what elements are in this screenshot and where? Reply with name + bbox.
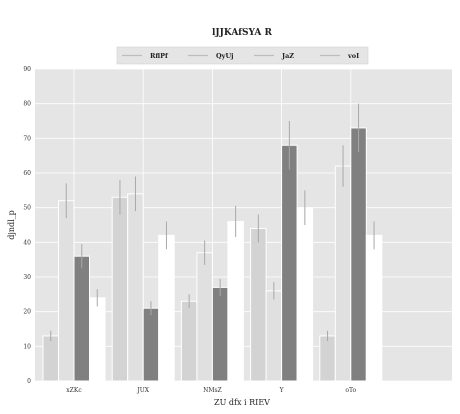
- bar: [227, 221, 244, 382]
- x-tick-label: Y: [279, 387, 285, 394]
- bar: [73, 255, 90, 382]
- legend-label: RflPf: [150, 52, 169, 60]
- y-tick-label: 40: [23, 239, 31, 246]
- bar: [158, 234, 175, 382]
- bar: [196, 252, 213, 382]
- bar: [281, 144, 298, 382]
- bar: [180, 300, 198, 382]
- bar: [319, 335, 336, 382]
- y-tick-label: 10: [23, 343, 31, 350]
- bar: [365, 234, 383, 382]
- x-tick-label: oTo: [345, 387, 356, 394]
- y-tick-label: 20: [23, 309, 31, 316]
- legend-label: QyUj: [216, 52, 233, 60]
- y-tick-label: 50: [23, 205, 31, 212]
- bar: [250, 227, 267, 382]
- x-axis-label: ZU dfx i RIEV: [214, 398, 270, 407]
- legend-box: [116, 46, 369, 65]
- legend: RflPf QyUj JaZ voI: [116, 46, 369, 65]
- bar: [127, 193, 144, 382]
- bar: [58, 200, 75, 382]
- bar: [265, 290, 283, 382]
- y-tick-label: 60: [23, 170, 31, 177]
- bar: [296, 207, 314, 382]
- y-tick-label: 90: [23, 66, 31, 73]
- y-tick-label: 70: [23, 135, 31, 142]
- bar: [89, 297, 106, 382]
- y-axis-label: djndl_p: [7, 210, 16, 240]
- legend-label: voI: [347, 52, 359, 60]
- y-tick-label: 80: [23, 101, 31, 108]
- bar: [350, 127, 367, 382]
- y-tick-label: 0: [27, 378, 31, 385]
- y-tick-label: 30: [23, 274, 31, 281]
- chart-title: lJJKAfSYA R: [212, 28, 273, 38]
- bars: [42, 103, 383, 382]
- bar: [111, 196, 129, 382]
- bar: [334, 165, 352, 382]
- x-tick-label: NMsZ: [203, 387, 222, 394]
- x-tick-label: xZKc: [66, 387, 82, 394]
- bar: [42, 335, 59, 382]
- bar: [142, 307, 160, 382]
- bar: [211, 286, 229, 382]
- y-axis-ticks: 0 10 20 30 40 50 60 70 80 90: [23, 66, 31, 385]
- legend-label: JaZ: [281, 52, 294, 60]
- x-tick-label: JUX: [136, 387, 149, 394]
